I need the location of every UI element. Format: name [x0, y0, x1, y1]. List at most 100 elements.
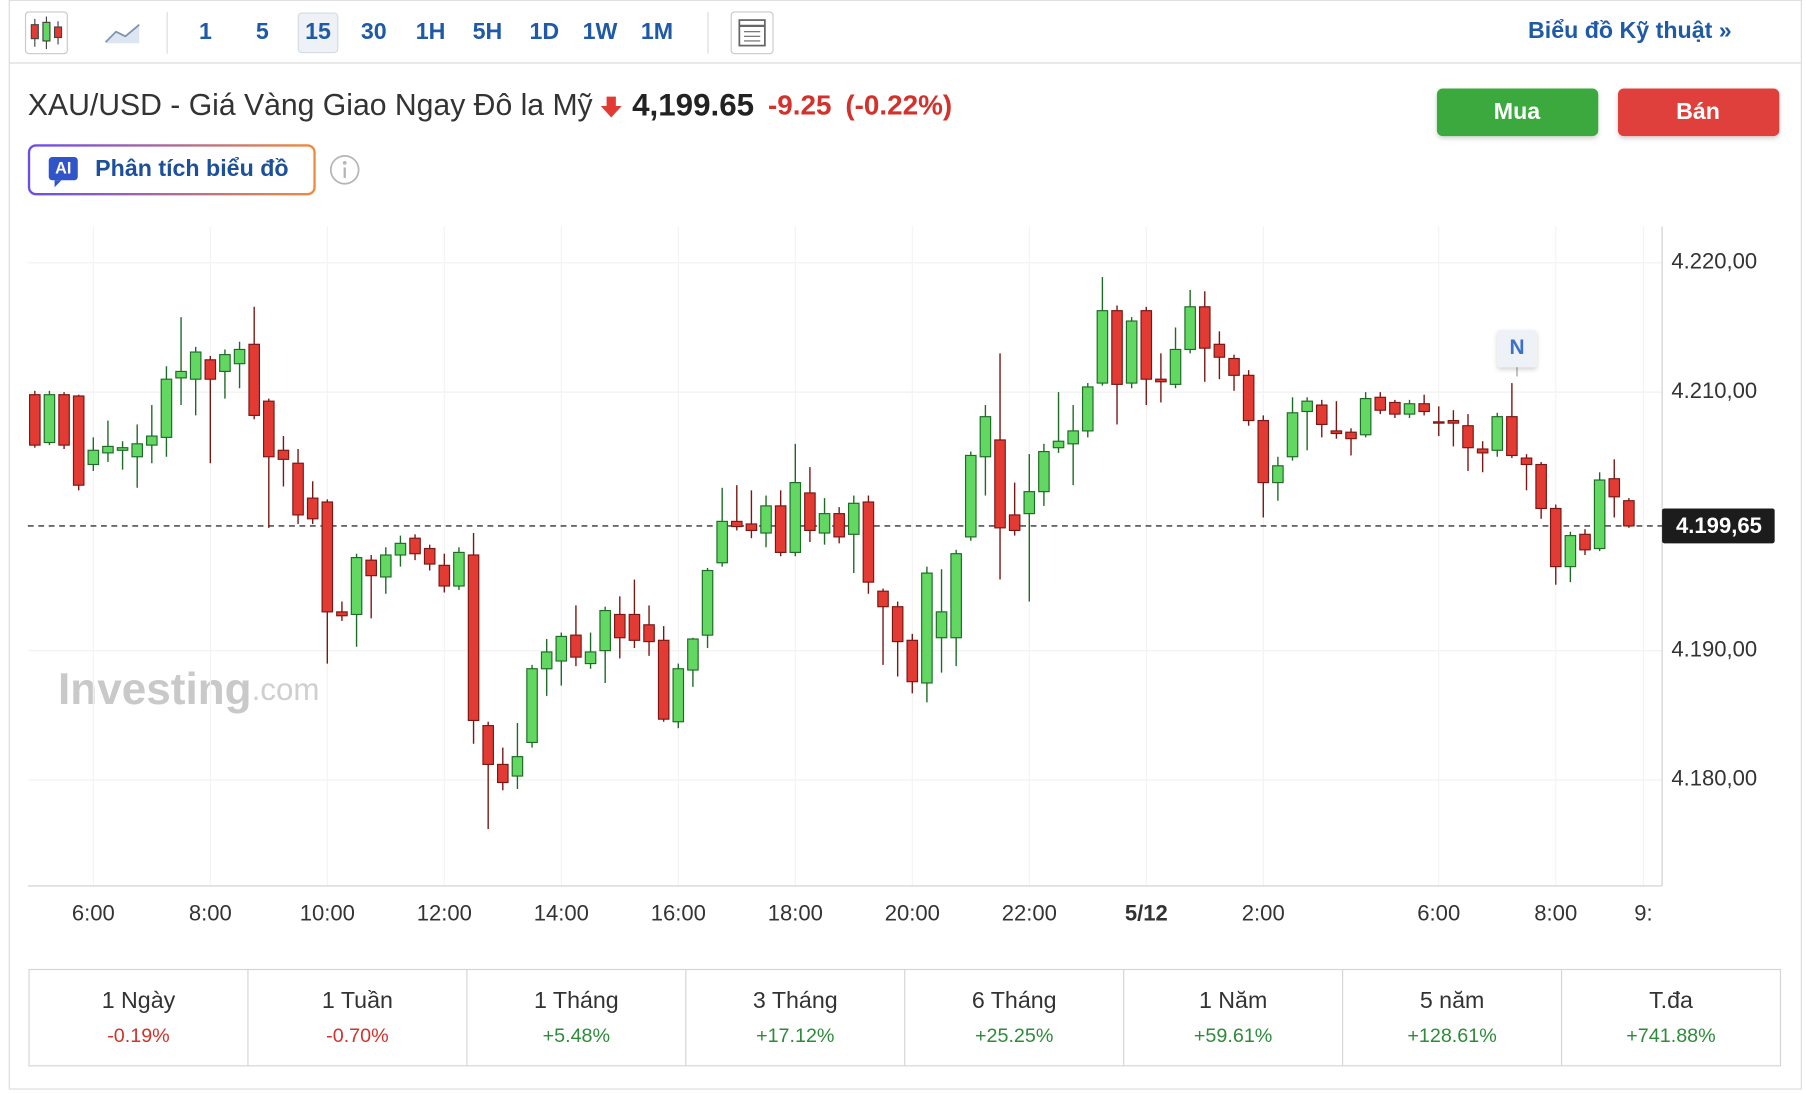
down-arrow: [600, 96, 622, 118]
sell-button-bg: [1617, 88, 1780, 137]
candle-body: [263, 400, 275, 458]
candle-body: [1491, 416, 1504, 451]
candle-body: [804, 492, 816, 532]
performance-cell[interactable]: 1 Ngày -0.19%: [102, 987, 176, 1047]
x-tick-label: 6:00: [72, 901, 115, 926]
news-marker[interactable]: N: [1497, 329, 1537, 377]
candle-body: [29, 394, 41, 446]
candle-body: [555, 635, 568, 662]
interval-button[interactable]: 30: [361, 18, 387, 44]
candle-body: [1038, 450, 1050, 493]
candle-body: [1549, 507, 1562, 568]
ai-analysis-button[interactable]: AI Phân tích biểu đồ: [27, 144, 316, 196]
performance-cell[interactable]: 1 Tuần -0.70%: [322, 987, 393, 1047]
interval-button[interactable]: 1M: [641, 18, 673, 44]
period-label: 3 Tháng: [753, 987, 838, 1013]
candle-body: [409, 537, 421, 555]
info-icon[interactable]: [329, 154, 360, 185]
candle-body: [204, 359, 217, 380]
period-change: +25.25%: [975, 1025, 1053, 1047]
candle-body: [1623, 500, 1635, 527]
layout-icon[interactable]: [730, 11, 774, 55]
period-label: 6 Tháng: [972, 987, 1057, 1013]
candle-icon[interactable]: [24, 11, 68, 55]
candle-body: [1008, 514, 1021, 532]
candle-body: [847, 502, 860, 535]
y-tick-label: 4.220,00: [1671, 249, 1757, 274]
candle-body: [453, 551, 465, 587]
candle-body: [1213, 343, 1226, 358]
candle-body: [964, 454, 977, 538]
candle-body: [58, 394, 70, 446]
x-tick-label: 22:00: [1002, 901, 1057, 926]
candle-body: [189, 351, 202, 380]
x-tick-label: 2:00: [1242, 901, 1285, 926]
watermark-domain: .com: [252, 672, 320, 707]
candle-body: [1476, 448, 1489, 454]
y-tick-label: 4.210,00: [1671, 378, 1757, 403]
performance-cell[interactable]: T.đa +741.88%: [1626, 987, 1715, 1047]
price-change-percent: (-0.22%): [845, 89, 952, 120]
candle-body: [1081, 386, 1094, 432]
candle-body: [613, 613, 626, 639]
candle-body: [906, 639, 919, 683]
x-tick-label: 5/12: [1125, 901, 1168, 926]
buy-button[interactable]: Mua: [1436, 88, 1599, 137]
candle-body: [306, 497, 319, 520]
x-tick-label: 10:00: [300, 901, 355, 926]
performance-cell[interactable]: 1 Năm +59.61%: [1194, 987, 1272, 1047]
candle-body: [394, 542, 407, 556]
ai-badge-label: AI: [55, 159, 71, 177]
sell-button-label[interactable]: Bán: [1676, 98, 1720, 124]
interval-button[interactable]: 1D: [530, 18, 560, 44]
line-icon[interactable]: [105, 24, 140, 44]
sell-button[interactable]: Bán: [1617, 88, 1780, 137]
candle-body: [321, 501, 334, 613]
x-tick-label: 14:00: [534, 901, 589, 926]
candle-body: [1593, 479, 1606, 550]
x-tick-label: 16:00: [651, 901, 706, 926]
candle-body: [248, 343, 260, 416]
x-tick-label: 9:: [1634, 901, 1652, 926]
interval-button[interactable]: 5: [256, 18, 269, 44]
candle-body: [979, 416, 992, 458]
x-tick-label: 18:00: [768, 901, 823, 926]
candle-body: [131, 443, 143, 458]
news-marker-bg: [1497, 329, 1537, 368]
performance-cell[interactable]: 6 Tháng +25.25%: [972, 987, 1057, 1047]
candle-body: [175, 370, 187, 379]
x-tick-label: 8:00: [1534, 901, 1577, 926]
interval-button[interactable]: 1W: [583, 18, 618, 44]
interval-button[interactable]: 15: [305, 18, 331, 44]
period-change: +17.12%: [756, 1025, 834, 1047]
ai-button-label[interactable]: Phân tích biểu đồ: [95, 155, 288, 181]
candle-body: [1462, 425, 1474, 449]
candle-body: [1257, 419, 1270, 484]
period-change: -0.70%: [326, 1025, 388, 1047]
candle-body: [935, 611, 948, 639]
candle-body: [1403, 403, 1416, 415]
candle-body: [511, 756, 524, 777]
candle-body: [730, 520, 743, 528]
x-tick-label: 8:00: [189, 901, 232, 926]
candle-body: [482, 725, 494, 765]
candle-body: [1389, 401, 1401, 415]
interval-button[interactable]: 1: [199, 18, 212, 44]
candle-body: [1608, 478, 1621, 498]
buy-button-label[interactable]: Mua: [1494, 98, 1542, 124]
interval-button[interactable]: 1H: [416, 18, 446, 44]
interval-button[interactable]: 5H: [473, 18, 503, 44]
technical-chart-link[interactable]: Biểu đồ Kỹ thuật »: [1528, 17, 1732, 43]
period-label: 1 Tuần: [322, 987, 393, 1013]
period-change: +741.88%: [1626, 1025, 1715, 1047]
candle-body: [1315, 404, 1328, 426]
performance-cell[interactable]: 3 Tháng +17.12%: [753, 987, 838, 1047]
candle-body: [438, 564, 451, 587]
candle-body: [1418, 403, 1430, 413]
candle-body: [292, 462, 304, 516]
candle-body: [1447, 419, 1460, 424]
performance-cell[interactable]: 5 năm +128.61%: [1407, 987, 1496, 1047]
performance-cell[interactable]: 1 Tháng +5.48%: [534, 987, 619, 1047]
period-label: T.đa: [1649, 987, 1693, 1013]
